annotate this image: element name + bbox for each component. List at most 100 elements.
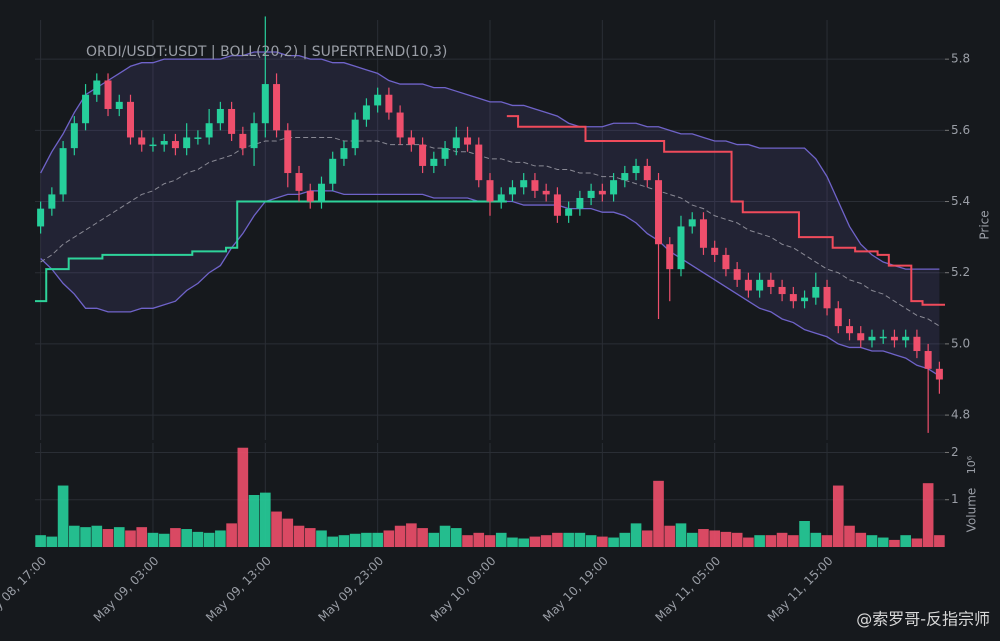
candle-body xyxy=(655,180,663,245)
volume-bar xyxy=(484,535,496,547)
candle-body xyxy=(329,158,337,184)
volume-bar xyxy=(192,531,204,547)
candle-body xyxy=(508,187,516,195)
candle-body xyxy=(216,108,224,124)
candle-body xyxy=(542,190,550,195)
candle-body xyxy=(82,94,90,124)
candle-body xyxy=(711,247,719,255)
volume-tick-label: 1 xyxy=(951,492,959,506)
candle-body xyxy=(160,141,168,145)
volume-bar xyxy=(889,539,900,547)
volume-bar xyxy=(731,532,743,547)
volume-bar xyxy=(540,535,552,547)
candle-body xyxy=(486,180,494,202)
candle-body xyxy=(531,180,539,191)
volume-bar xyxy=(428,532,440,547)
candle-body xyxy=(801,297,809,302)
volume-bar xyxy=(743,537,754,547)
candle-body xyxy=(812,286,820,298)
y-tick-label: 5.8 xyxy=(951,52,970,66)
candle-body xyxy=(890,336,898,341)
volume-bar xyxy=(664,525,676,547)
candle-body xyxy=(115,101,123,109)
volume-bar xyxy=(361,532,372,547)
volume-bar xyxy=(686,532,698,547)
candle-body xyxy=(273,84,281,131)
candle-body xyxy=(464,137,472,145)
volume-bar xyxy=(720,531,732,547)
candle-body xyxy=(239,133,247,149)
candle-body xyxy=(362,105,370,120)
candle-body xyxy=(789,294,797,302)
candle-body xyxy=(317,183,325,202)
candle-body xyxy=(59,148,67,195)
volume-bar xyxy=(911,538,923,547)
candle-body xyxy=(205,123,213,138)
x-tick-label: May 09, 23:00 xyxy=(315,554,386,625)
volume-bar xyxy=(788,535,799,547)
volume-bar xyxy=(136,527,148,547)
volume-bar xyxy=(574,532,586,547)
candle-body xyxy=(699,219,707,248)
candle-body xyxy=(778,286,786,295)
candle-body xyxy=(104,80,112,109)
candle-body xyxy=(576,197,584,209)
candle-body xyxy=(138,137,146,145)
supertrend-down xyxy=(506,115,945,306)
candle-body xyxy=(598,190,606,195)
candle-body xyxy=(385,94,393,113)
candle-body xyxy=(733,269,741,280)
volume-bar xyxy=(338,535,350,547)
volume-bar xyxy=(170,528,181,547)
supertrend-up xyxy=(35,200,507,303)
volume-bar xyxy=(462,535,473,547)
x-tick-label: May 09, 13:00 xyxy=(203,554,274,625)
volume-bar xyxy=(417,528,428,547)
volume-bar xyxy=(844,525,855,547)
candle-body xyxy=(756,279,764,291)
volume-bar xyxy=(495,532,507,547)
candle-body xyxy=(261,84,269,124)
volume-bar xyxy=(754,535,765,547)
candle-body xyxy=(565,208,573,216)
candle-body xyxy=(407,137,415,145)
volume-bar xyxy=(608,537,619,547)
volume-bar xyxy=(237,447,249,547)
volume-bar xyxy=(597,536,608,547)
candle-body xyxy=(126,101,134,138)
volume-bar xyxy=(552,532,563,547)
candle-body xyxy=(902,336,910,341)
candle-body xyxy=(183,137,191,149)
candle-body xyxy=(419,144,427,166)
candle-body xyxy=(643,165,651,181)
volume-bar xyxy=(406,523,417,547)
candle-body xyxy=(857,333,865,341)
volume-tick-label: 2 xyxy=(951,445,959,459)
candle-body xyxy=(846,326,854,334)
candle-body xyxy=(340,148,348,159)
volume-bar xyxy=(282,518,294,547)
candle-body xyxy=(497,194,505,202)
x-tick-label: May 11, 15:00 xyxy=(765,554,836,625)
candle-body xyxy=(374,94,382,106)
x-tick-label: May 08, 17:00 xyxy=(0,554,49,625)
volume-bar xyxy=(293,525,305,547)
candle-body xyxy=(587,190,595,198)
y-tick-label: 5.2 xyxy=(951,265,970,279)
candle-body xyxy=(879,336,887,339)
volume-bar xyxy=(69,525,80,547)
candle-body xyxy=(744,279,752,291)
candle-body xyxy=(351,119,359,149)
volume-bar xyxy=(271,511,282,547)
x-tick-label: May 10, 19:00 xyxy=(540,554,611,625)
candle-body xyxy=(823,286,831,309)
candle-body xyxy=(250,123,258,149)
candle-body xyxy=(306,190,314,202)
volume-bar xyxy=(125,530,136,547)
plot: 4.8 5.0 5.2 5.4 5.6 5.8 1 2 May 08, 17:00 May 09,… xyxy=(0,16,970,624)
volume-bar xyxy=(226,523,237,547)
candle-body xyxy=(194,137,202,139)
y-tick-label: 4.8 xyxy=(951,408,970,422)
volume-bar xyxy=(248,495,260,547)
